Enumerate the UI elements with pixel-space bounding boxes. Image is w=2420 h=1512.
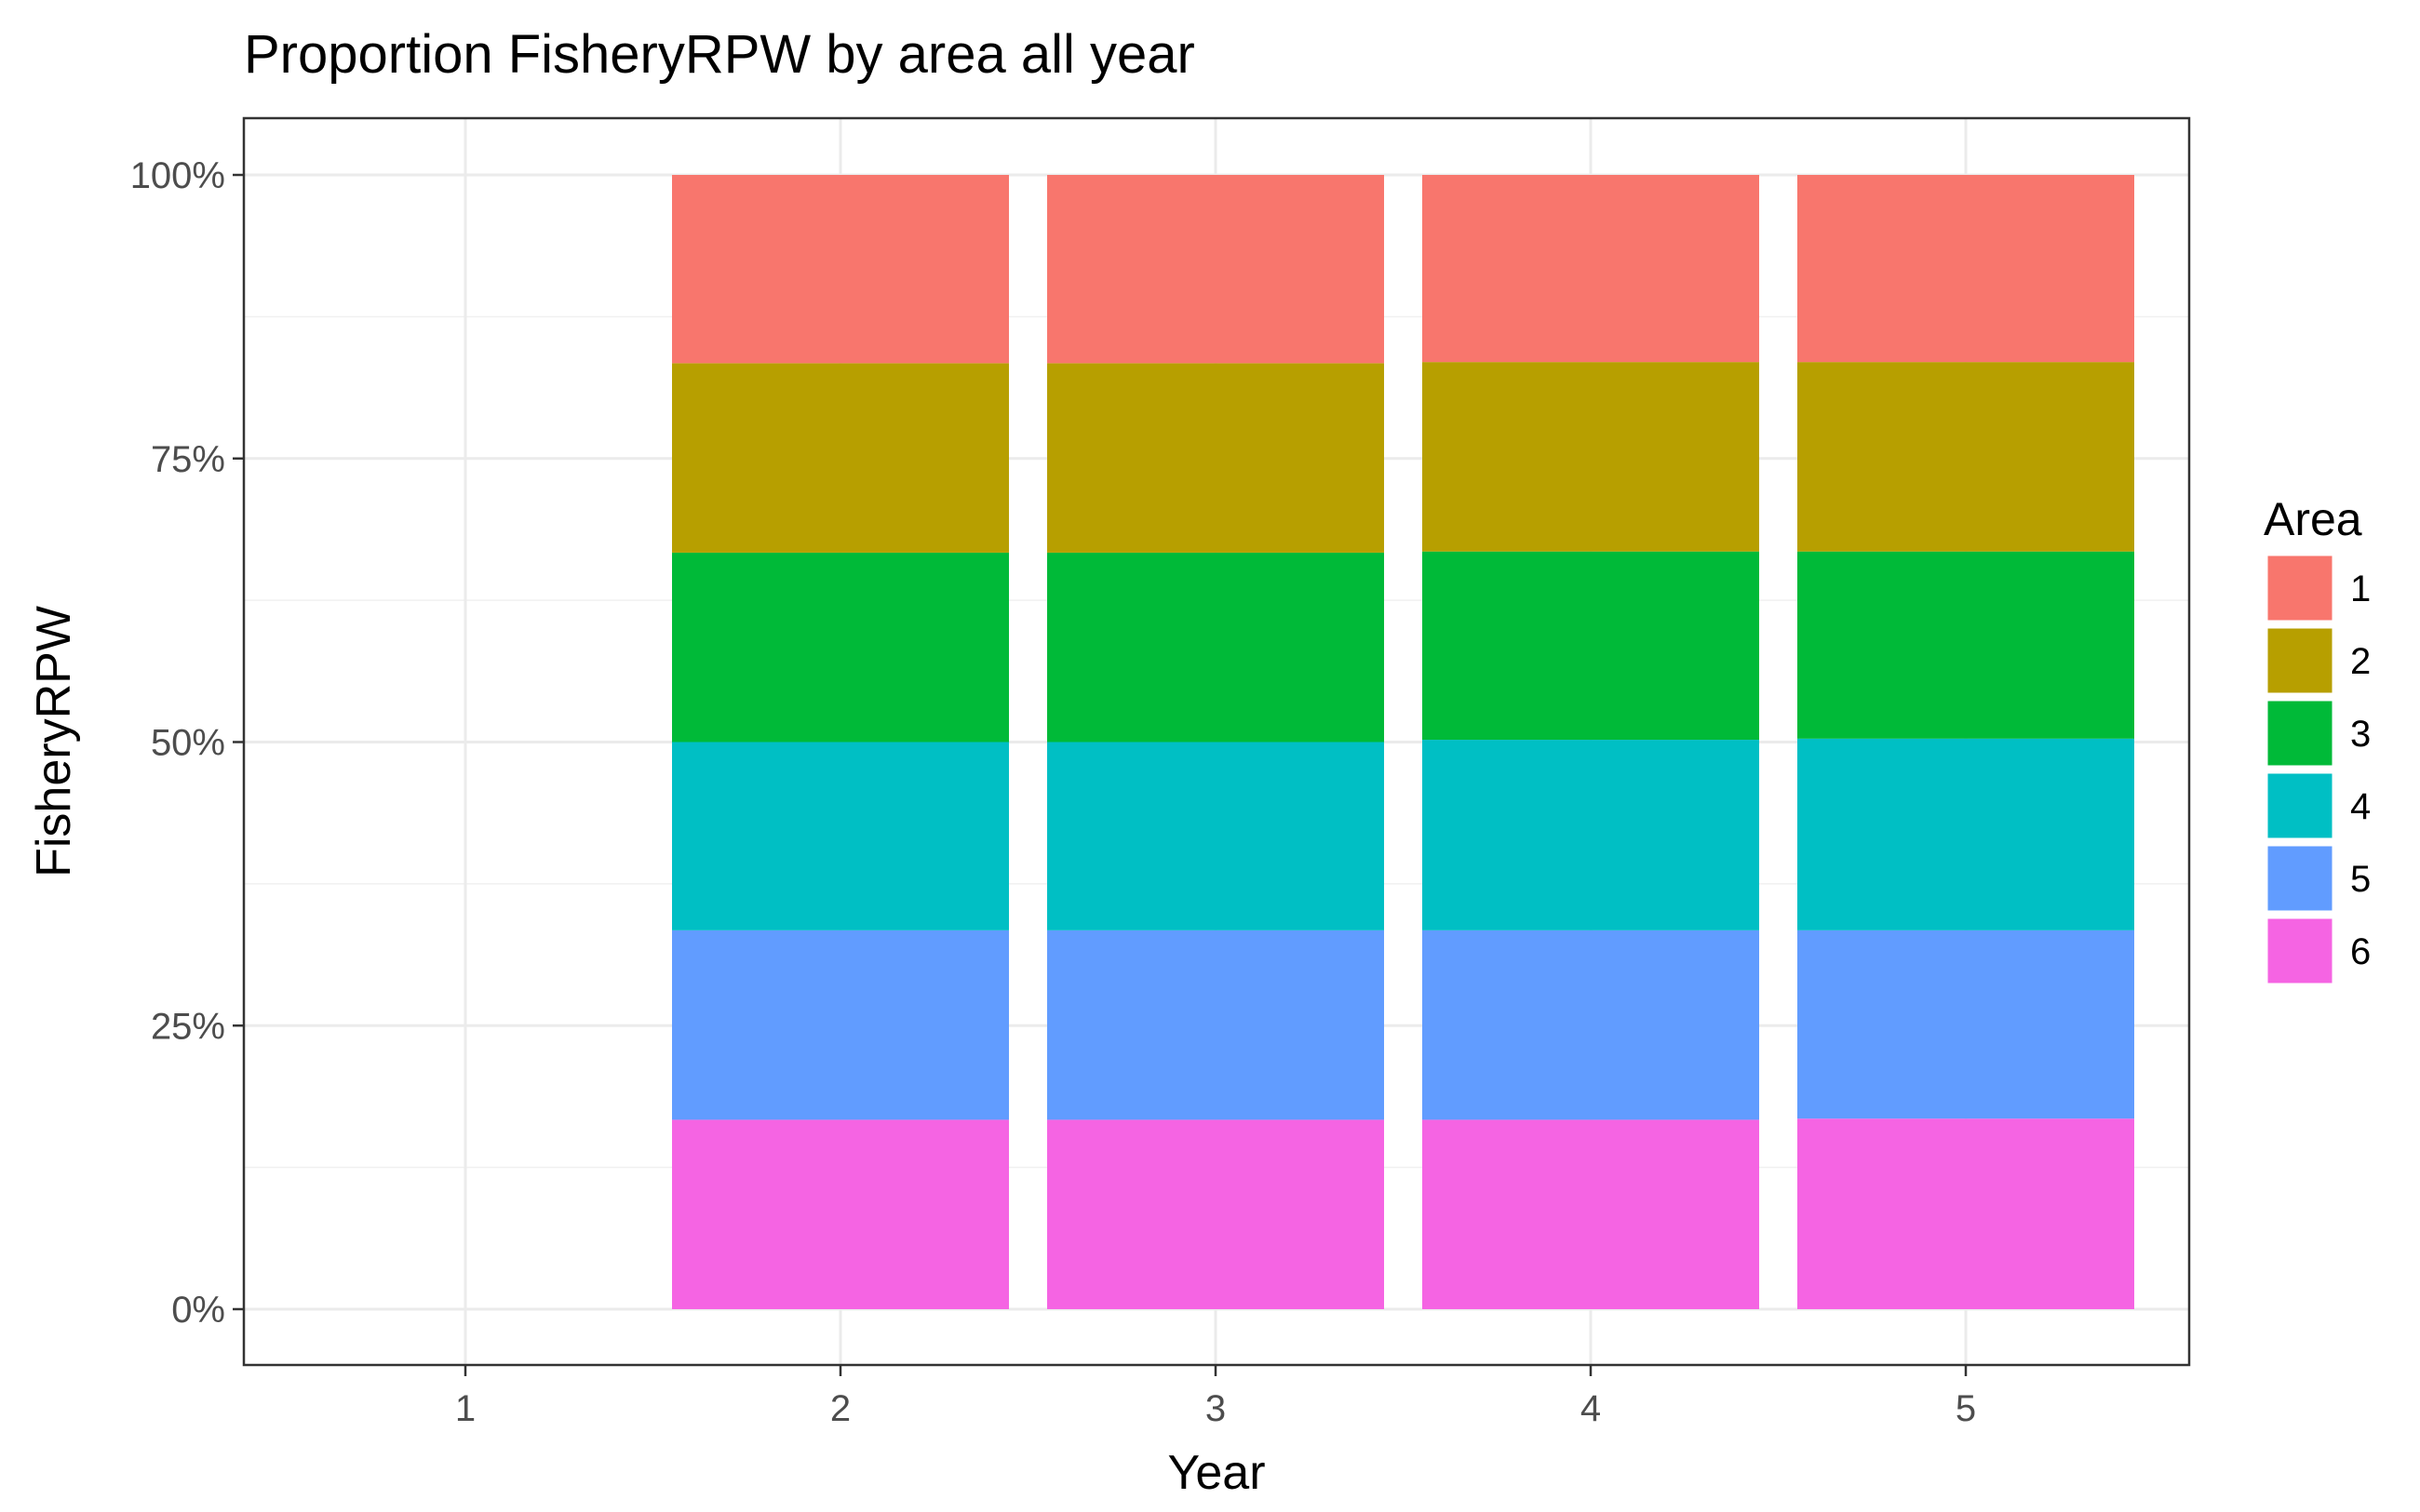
legend-label-6: 6 <box>2350 931 2371 972</box>
legend-title: Area <box>2264 493 2362 545</box>
bar-segment-year-2-area-3 <box>672 552 1009 743</box>
y-axis: 0% 25% 50% 75% 100% <box>130 155 244 1331</box>
y-axis-title: FisheryRPW <box>27 606 81 877</box>
bar-segment-year-5-area-4 <box>1797 738 2134 930</box>
bar-segment-year-3-area-5 <box>1047 930 1384 1120</box>
bar-segment-year-3-area-6 <box>1047 1119 1384 1309</box>
legend-label-3: 3 <box>2350 714 2371 755</box>
y-tick-label: 75% <box>151 439 225 480</box>
bar-segment-year-5-area-5 <box>1797 930 2134 1119</box>
legend-key-6 <box>2265 916 2335 986</box>
bar-segment-year-2-area-5 <box>672 930 1009 1120</box>
legend-key-3 <box>2265 698 2335 769</box>
bar-segment-year-2-area-6 <box>672 1119 1009 1309</box>
x-axis: 1 2 3 4 5 <box>455 1365 1976 1429</box>
y-tick-label: 100% <box>130 155 225 196</box>
bar-segment-year-4-area-5 <box>1422 930 1759 1120</box>
bar-segment-year-4-area-4 <box>1422 740 1759 930</box>
legend-label-1: 1 <box>2350 569 2371 609</box>
x-tick-label: 4 <box>1580 1388 1601 1429</box>
x-tick-label: 3 <box>1205 1388 1226 1429</box>
legend-key-2 <box>2265 625 2335 696</box>
legend-key-4 <box>2265 770 2335 841</box>
bar-segment-year-4-area-2 <box>1422 362 1759 552</box>
bar-segment-year-5-area-6 <box>1797 1118 2134 1309</box>
x-tick-label: 2 <box>830 1388 851 1429</box>
x-tick-label: 1 <box>455 1388 476 1429</box>
bar-segment-year-3-area-1 <box>1047 175 1384 364</box>
bar-segment-year-5-area-1 <box>1797 175 2134 363</box>
bar-segment-year-4-area-6 <box>1422 1119 1759 1309</box>
chart-title: Proportion FisheryRPW by area all year <box>244 24 1195 85</box>
bar-segment-year-2-area-4 <box>672 742 1009 930</box>
x-tick-label: 5 <box>1956 1388 1976 1429</box>
bar-segment-year-4-area-1 <box>1422 175 1759 363</box>
bar-segment-year-3-area-2 <box>1047 363 1384 553</box>
bar-segment-year-4-area-3 <box>1422 551 1759 741</box>
legend-key-5 <box>2265 843 2335 914</box>
bar-segment-year-5-area-2 <box>1797 362 2134 552</box>
legend-label-4: 4 <box>2350 786 2371 827</box>
legend: Area 1 2 3 4 5 6 <box>2264 493 2371 986</box>
bar-segment-year-3-area-3 <box>1047 552 1384 743</box>
x-axis-title: Year <box>1167 1446 1265 1500</box>
y-tick-label: 50% <box>151 723 225 764</box>
bar-segment-year-2-area-1 <box>672 175 1009 364</box>
bar-segment-year-5-area-3 <box>1797 551 2134 739</box>
y-tick-label: 0% <box>171 1290 225 1331</box>
bars <box>672 175 2134 1309</box>
bar-segment-year-2-area-2 <box>672 363 1009 553</box>
legend-label-2: 2 <box>2350 641 2371 682</box>
legend-key-1 <box>2265 553 2335 623</box>
legend-label-5: 5 <box>2350 859 2371 900</box>
y-tick-label: 25% <box>151 1006 225 1047</box>
bar-segment-year-3-area-4 <box>1047 742 1384 930</box>
